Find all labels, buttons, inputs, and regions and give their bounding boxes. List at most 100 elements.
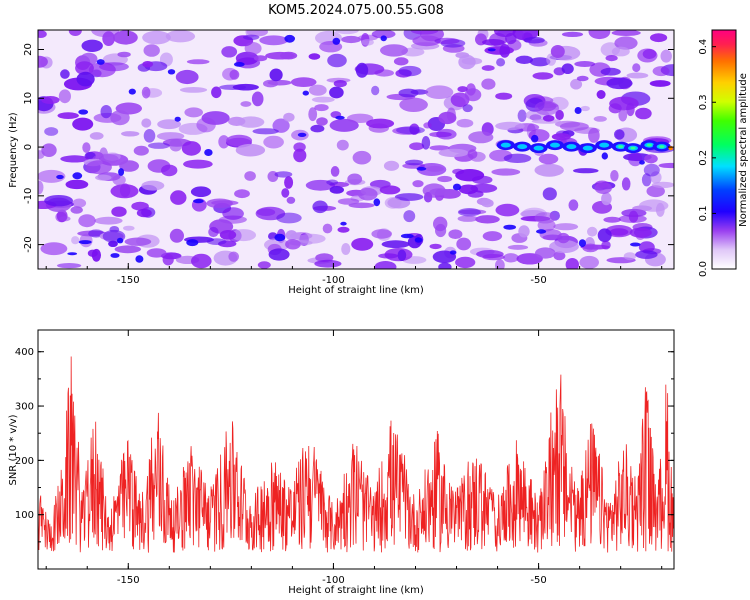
heatmap-blob: [396, 126, 425, 135]
heatmap-frame: [37, 29, 675, 270]
heatmap-blob: [464, 88, 482, 102]
heatmap-blob: [336, 139, 349, 151]
colorbar-tick-label: 0.0: [698, 261, 709, 277]
heatmap-blob: [183, 159, 213, 169]
heatmap-blob: [65, 179, 89, 190]
y-tick-label: 100: [15, 510, 34, 521]
heatmap-blob: [597, 228, 612, 243]
heatmap-blob: [551, 133, 571, 141]
heatmap-hotspot: [340, 221, 347, 226]
heatmap-blob: [161, 164, 178, 177]
heatmap-blob: [503, 253, 519, 263]
heatmap-blob: [75, 61, 94, 75]
heatmap-hotspot: [297, 132, 307, 137]
y-tick-label: 0: [23, 144, 34, 150]
heatmap-blob: [550, 45, 565, 58]
heatmap-blob: [438, 148, 469, 158]
heatmap-blob: [110, 110, 130, 126]
colorbar-gradient: [712, 30, 736, 269]
heatmap-blob: [456, 118, 474, 128]
chart-title: KOM5.2024.075.00.55.G08: [268, 3, 444, 18]
heatmap-blob: [44, 195, 73, 207]
heatmap-hotspot: [536, 229, 547, 234]
heatmap-blob: [123, 225, 135, 231]
heatmap-blob: [58, 89, 71, 104]
heatmap-blob: [170, 190, 187, 205]
heatmap-blob: [481, 199, 494, 208]
heatmap-x-ticks: -150 -100 -50: [45, 30, 663, 286]
heatmap-blob: [351, 237, 374, 251]
heatmap-blob: [113, 30, 138, 45]
heatmap-blob: [433, 216, 448, 232]
heatmap-blob: [429, 188, 451, 196]
x-tick-label: -150: [117, 275, 140, 286]
heatmap-blob: [434, 37, 460, 45]
heatmap-hotspot: [186, 239, 199, 247]
heatmap-blob: [436, 128, 457, 140]
heatmap-blob: [281, 188, 290, 198]
heatmap-blob: [499, 44, 511, 58]
heatmap-blob: [337, 226, 350, 233]
heatmap-blob: [253, 55, 268, 62]
heatmap-hotspot: [380, 35, 387, 42]
heatmap-blob: [457, 208, 481, 217]
heatmap-blob: [221, 46, 238, 58]
heatmap-hotspot: [503, 224, 516, 230]
signal-core: [582, 145, 593, 151]
heatmap-blob: [655, 202, 665, 217]
heatmap-hotspot: [416, 166, 427, 171]
heatmap-blob: [257, 261, 271, 269]
heatmap-blob: [515, 55, 533, 64]
heatmap-blob: [481, 65, 495, 71]
heatmap-blob: [621, 177, 631, 191]
heatmap-blob: [568, 199, 579, 211]
signal-max: [668, 145, 673, 151]
heatmap-hotspot: [67, 252, 78, 256]
heatmap-blob: [308, 84, 327, 96]
heatmap-blob: [285, 230, 298, 241]
signal-core: [533, 145, 544, 151]
heatmap-hotspot: [531, 134, 539, 143]
heatmap-blob: [628, 151, 643, 167]
heatmap-hotspot: [72, 172, 83, 180]
heatmap-blob: [623, 252, 637, 261]
heatmap-blob: [314, 259, 342, 268]
signal-peak: [646, 143, 652, 147]
heatmap-blob: [311, 96, 335, 103]
heatmap-blob: [124, 237, 152, 246]
heatmap-blob: [405, 159, 424, 166]
heatmap-blob: [146, 248, 167, 258]
heatmap-blob: [156, 132, 185, 141]
heatmap-blob: [458, 54, 476, 70]
heatmap-blob: [652, 66, 670, 77]
heatmap-cells: [38, 30, 674, 269]
heatmap-blob: [456, 237, 472, 251]
heatmap-blob: [600, 67, 621, 76]
heatmap-blob: [475, 215, 500, 224]
heatmap-blob: [68, 30, 82, 36]
heatmap-blob: [358, 187, 378, 201]
heatmap-blob: [383, 160, 400, 171]
y-tick-label: 20: [23, 43, 34, 56]
heatmap-blob: [263, 135, 284, 149]
heatmap-blob: [534, 163, 564, 177]
heatmap-blob: [190, 186, 212, 197]
heatmap-blob: [397, 249, 407, 261]
heatmap-blob: [57, 112, 79, 119]
heatmap-blob: [297, 233, 326, 244]
heatmap-blob: [142, 60, 154, 68]
heatmap-blob: [72, 198, 87, 208]
heatmap-blob: [565, 258, 579, 269]
colorbar-ticks: 0.0 0.1 0.2 0.3 0.4: [698, 29, 737, 277]
heatmap-blob: [181, 141, 201, 156]
signal-core: [517, 144, 528, 150]
heatmap-hotspot: [574, 107, 582, 114]
heatmap-blob: [384, 197, 402, 209]
heatmap-blob: [637, 48, 658, 63]
heatmap-blob: [41, 96, 60, 104]
heatmap-blob: [503, 153, 532, 163]
heatmap-blob: [38, 55, 48, 68]
heatmap-blob: [86, 160, 112, 175]
heatmap-blob: [626, 72, 649, 79]
heatmap-blob: [660, 49, 672, 63]
